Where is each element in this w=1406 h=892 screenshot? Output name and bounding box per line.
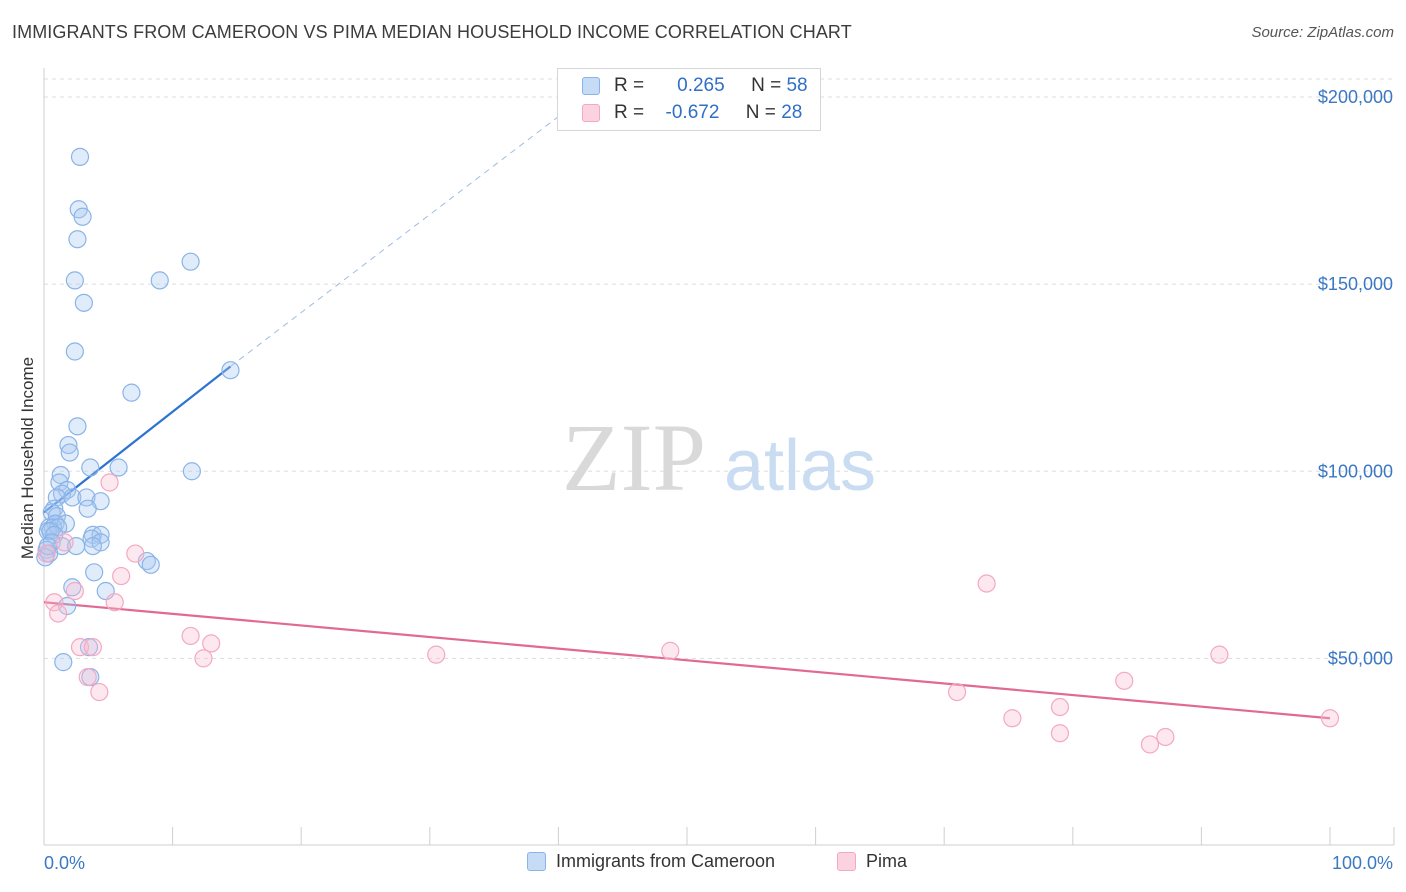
point-pima bbox=[45, 593, 64, 612]
point-pima bbox=[1140, 735, 1160, 754]
point-cameroon bbox=[182, 462, 201, 481]
point-pima bbox=[1156, 727, 1175, 747]
legend-n-label: N = bbox=[751, 75, 782, 96]
chart-source: Source: ZipAtlas.com bbox=[1251, 24, 1394, 41]
point-cameroon bbox=[63, 488, 82, 507]
y-tick-label: $150,000 bbox=[1318, 274, 1393, 294]
trend-line-pima bbox=[43, 601, 1331, 720]
point-pima bbox=[1050, 724, 1070, 743]
legend-swatch-cameroon bbox=[527, 852, 546, 871]
legend-n-value: 58 bbox=[786, 75, 808, 96]
point-cameroon bbox=[181, 252, 200, 271]
x-tick-label: 0.0% bbox=[44, 853, 85, 873]
point-pima bbox=[83, 638, 102, 657]
legend-item-pima[interactable]: Pima bbox=[837, 851, 907, 872]
point-cameroon bbox=[54, 653, 73, 672]
legend-swatch-pima bbox=[837, 852, 856, 871]
point-cameroon bbox=[221, 361, 240, 380]
data-points bbox=[36, 147, 1340, 754]
grid-lines bbox=[44, 78, 1394, 659]
point-pima bbox=[112, 566, 131, 586]
legend-label-pima: Pima bbox=[866, 851, 908, 871]
point-pima bbox=[78, 667, 97, 687]
point-pima bbox=[55, 533, 74, 552]
trend-line-cameroon-extension bbox=[230, 96, 585, 367]
point-cameroon bbox=[109, 458, 128, 477]
correlation-legend: R = 0.265 N = 58 R = -0.672 N = 28 bbox=[557, 68, 821, 131]
x-tick-label: 100.0% bbox=[1332, 853, 1393, 873]
legend-r-value: 0.265 bbox=[677, 75, 725, 96]
axes bbox=[43, 68, 1395, 846]
point-pima bbox=[427, 645, 446, 664]
point-pima bbox=[977, 574, 996, 593]
point-cameroon bbox=[74, 293, 93, 312]
legend-row-cameroon: R = 0.265 N = 58 bbox=[582, 74, 808, 98]
watermark-atlas: atlas bbox=[724, 426, 876, 506]
legend-swatch-cameroon bbox=[582, 77, 600, 95]
legend-n-label: N = bbox=[745, 102, 776, 123]
point-pima bbox=[90, 682, 109, 702]
point-pima bbox=[661, 641, 680, 660]
point-cameroon bbox=[83, 536, 102, 556]
point-pima bbox=[202, 634, 221, 653]
point-cameroon bbox=[51, 465, 70, 485]
axis-labels: $50,000 $100,000 $150,000 $200,000 0.0% 100.0… bbox=[18, 87, 1393, 873]
legend-r-value: -0.672 bbox=[665, 102, 720, 123]
point-cameroon bbox=[50, 473, 69, 492]
point-cameroon bbox=[81, 458, 100, 477]
point-pima bbox=[1050, 697, 1070, 717]
point-pima bbox=[49, 604, 68, 623]
point-cameroon bbox=[65, 342, 84, 361]
series-legend: Immigrants from Cameroon Pima bbox=[0, 851, 1406, 877]
point-pima bbox=[100, 473, 119, 492]
point-pima bbox=[105, 593, 124, 612]
point-cameroon bbox=[68, 230, 87, 249]
point-pima bbox=[37, 544, 56, 563]
watermark-zip: ZIP bbox=[562, 404, 706, 511]
legend-swatch-pima bbox=[582, 104, 600, 122]
legend-r-label: R = bbox=[614, 75, 645, 96]
legend-n-value: 28 bbox=[781, 102, 803, 123]
point-pima bbox=[126, 544, 145, 563]
point-pima bbox=[65, 581, 84, 601]
point-cameroon bbox=[122, 383, 141, 402]
point-pima bbox=[70, 638, 90, 657]
point-cameroon bbox=[73, 207, 92, 226]
legend-label-cameroon: Immigrants from Cameroon bbox=[556, 851, 776, 871]
point-cameroon bbox=[78, 499, 97, 518]
y-axis-label: Median Household Income bbox=[18, 357, 37, 559]
legend-item-cameroon[interactable]: Immigrants from Cameroon bbox=[527, 851, 775, 872]
y-tick-label: $100,000 bbox=[1318, 461, 1393, 481]
point-cameroon bbox=[60, 443, 79, 462]
point-cameroon bbox=[70, 147, 90, 166]
point-pima bbox=[1210, 645, 1229, 664]
point-cameroon bbox=[68, 417, 87, 436]
point-pima bbox=[1115, 671, 1134, 690]
watermark: ZIP atlas bbox=[562, 404, 876, 511]
point-pima bbox=[181, 626, 200, 646]
point-cameroon bbox=[150, 271, 169, 290]
point-cameroon bbox=[82, 529, 101, 548]
chart-title: IMMIGRANTS FROM CAMEROON VS PIMA MEDIAN … bbox=[12, 22, 852, 42]
point-pima bbox=[947, 682, 967, 702]
y-tick-label: $200,000 bbox=[1318, 87, 1393, 107]
point-pima bbox=[194, 649, 213, 668]
point-pima bbox=[1003, 709, 1022, 728]
legend-r-label: R = bbox=[614, 102, 645, 123]
point-pima bbox=[1320, 709, 1340, 728]
point-cameroon bbox=[85, 563, 104, 582]
legend-row-pima: R = -0.672 N = 28 bbox=[582, 101, 802, 125]
point-cameroon bbox=[65, 271, 84, 290]
point-cameroon bbox=[141, 555, 160, 574]
y-tick-label: $50,000 bbox=[1328, 648, 1393, 668]
point-cameroon bbox=[59, 435, 78, 455]
